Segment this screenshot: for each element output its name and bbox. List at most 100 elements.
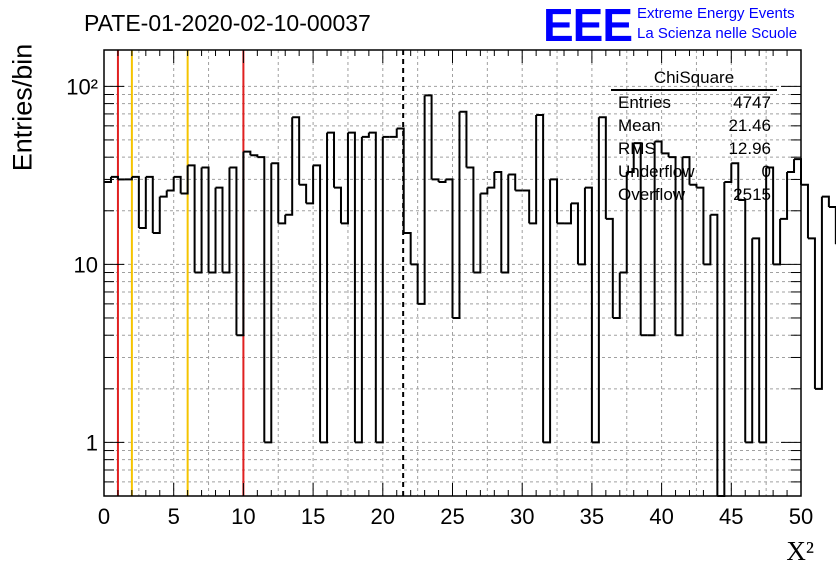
stats-label: Mean — [618, 116, 661, 135]
histogram-bin — [431, 178, 440, 183]
histogram-bin — [661, 152, 670, 158]
histogram-bin — [570, 202, 579, 265]
histogram-bin — [529, 115, 538, 225]
histogram-bin — [508, 173, 517, 191]
histogram-bin — [187, 164, 196, 273]
x-tick-label: 45 — [719, 504, 743, 529]
histogram-bin — [347, 131, 356, 443]
histogram-bin — [584, 186, 593, 443]
histogram-bin — [152, 196, 161, 235]
histogram-bin — [459, 110, 468, 168]
x-tick-label: 30 — [510, 504, 534, 529]
histogram-bin — [445, 178, 454, 318]
histogram-bin — [145, 175, 154, 234]
histogram-bin — [550, 178, 559, 224]
logo-caption: Extreme Energy Events La Scienza nelle S… — [637, 4, 797, 44]
stats-label: RMS — [618, 139, 656, 158]
x-tick-label: 15 — [301, 504, 325, 529]
histogram-bin — [814, 196, 823, 390]
histogram-bin — [229, 166, 238, 336]
histogram-bin — [334, 186, 342, 224]
histogram-bin — [619, 172, 628, 274]
x-axis-label: X² — [786, 536, 814, 566]
histogram-bin — [675, 157, 684, 337]
histogram-bin — [278, 214, 287, 225]
histogram-bin — [257, 156, 266, 443]
histogram-bin — [626, 143, 635, 174]
histogram-bin — [424, 94, 433, 180]
y-axis-label: Entries/bin — [7, 43, 38, 172]
histogram-bin — [306, 165, 315, 205]
y-tick-label: 1 — [86, 430, 98, 455]
stats-header: ChiSquare — [653, 68, 735, 87]
histogram-bars — [104, 94, 836, 497]
histogram-bin — [536, 114, 545, 443]
histogram-bin — [473, 193, 482, 274]
histogram-bin — [766, 166, 775, 265]
histogram-bin — [501, 174, 510, 274]
histogram-bin — [759, 167, 768, 444]
x-tick-label: 0 — [98, 504, 110, 529]
histogram-bin — [780, 172, 789, 220]
chart-title: PATE-01-2020-02-10-00037 — [84, 10, 371, 36]
histogram-bin — [828, 206, 836, 245]
stats-label: Entries — [618, 93, 671, 112]
histogram-bin — [577, 187, 586, 266]
x-tick-label: 10 — [231, 504, 255, 529]
histogram-bin — [375, 136, 384, 444]
histogram-bin — [703, 214, 712, 266]
histogram-bin — [654, 140, 663, 154]
histogram-bin — [731, 162, 740, 200]
x-tick-label: 25 — [440, 504, 464, 529]
histogram-bin — [236, 151, 245, 337]
histogram-bin — [710, 213, 719, 496]
histogram-bin — [564, 203, 572, 225]
histogram-bin — [487, 172, 496, 189]
histogram-bin — [166, 176, 175, 192]
histogram-bin — [807, 237, 816, 389]
histogram-bin — [494, 171, 503, 273]
logo-line-2: La Scienza nelle Scuole — [637, 25, 798, 42]
histogram-bin — [104, 176, 112, 184]
histogram-bin — [124, 176, 133, 181]
histogram-bin — [313, 164, 322, 443]
histogram-bin — [354, 136, 363, 444]
x-tick-label: 35 — [580, 504, 604, 529]
histogram-bin — [410, 263, 419, 304]
histogram-bin — [292, 116, 301, 185]
histogram-bin — [327, 131, 336, 188]
histogram-bin — [417, 95, 426, 305]
histogram-bin — [598, 116, 607, 219]
histogram-bin — [159, 190, 168, 198]
histogram-bin — [396, 127, 405, 234]
histogram-bin — [340, 132, 349, 225]
histogram-bin — [745, 238, 754, 444]
histogram-bin — [180, 165, 189, 195]
stats-row-entries: Entries 4747 — [611, 91, 777, 114]
histogram-bin — [452, 111, 461, 319]
stats-divider — [611, 89, 777, 91]
stats-value: 0 — [761, 162, 771, 181]
histogram-bin — [201, 166, 210, 273]
stats-label: Overflow — [618, 185, 686, 204]
eee-logo: EEE — [543, 0, 633, 51]
histogram-bin — [173, 175, 182, 194]
stats-row-mean: Mean 21.46 — [611, 114, 777, 137]
histogram-bin — [480, 187, 489, 195]
axis-ticks — [103, 50, 802, 497]
histogram-bin — [738, 198, 747, 443]
histogram-bin — [633, 142, 642, 336]
y-tick-label: 10² — [66, 74, 98, 99]
stats-value: 21.46 — [728, 116, 771, 135]
histogram-bin — [801, 183, 809, 239]
histogram-bin — [320, 132, 329, 444]
histogram-bin — [285, 117, 294, 216]
x-tick-label: 5 — [168, 504, 180, 529]
histogram-bin — [299, 183, 308, 204]
logo-line-1: Extreme Energy Events — [637, 5, 795, 22]
histogram-bin — [682, 156, 691, 185]
x-tick-label: 50 — [789, 504, 813, 529]
stats-value: 12.96 — [728, 139, 771, 158]
histogram-bin — [466, 166, 475, 273]
